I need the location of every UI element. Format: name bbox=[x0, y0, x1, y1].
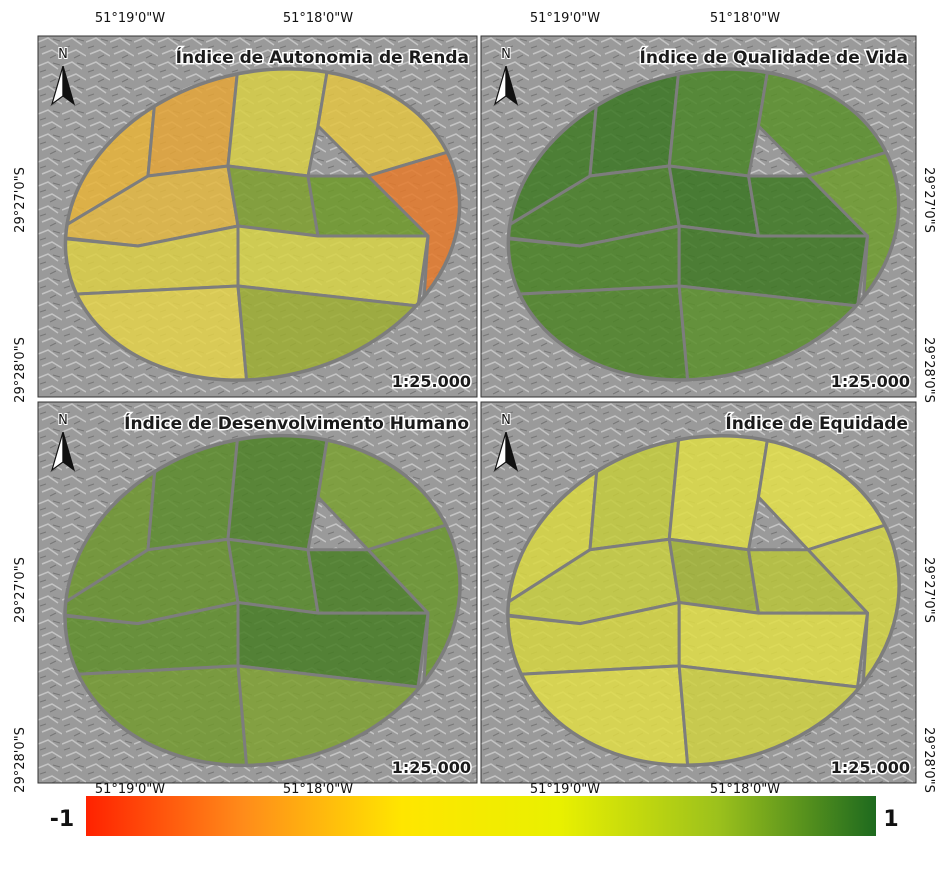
latitude-label: 29°28'0"S bbox=[921, 727, 936, 793]
scale-label: 1:25.000 bbox=[831, 372, 910, 391]
latitude-label: 29°28'0"S bbox=[13, 337, 28, 403]
north-label: N bbox=[58, 413, 68, 428]
longitude-label: 51°19'0"W bbox=[95, 782, 165, 797]
longitude-label: 51°19'0"W bbox=[95, 11, 165, 26]
panel-title: Índice de Desenvolvimento Humano bbox=[124, 412, 469, 434]
longitude-label: 51°18'0"W bbox=[283, 782, 353, 797]
scale-label: 1:25.000 bbox=[831, 758, 910, 777]
longitude-label: 51°19'0"W bbox=[530, 11, 600, 26]
longitude-label: 51°18'0"W bbox=[283, 11, 353, 26]
latitude-label: 29°27'0"S bbox=[921, 167, 936, 233]
colorbar-max-label: 1 bbox=[883, 807, 898, 832]
colorbar bbox=[86, 796, 876, 836]
panel-title: Índice de Qualidade de Vida bbox=[640, 46, 908, 68]
map-panel: Índice de Equidade N 1:25.000 bbox=[473, 395, 935, 806]
map-panel: Índice de Qualidade de Vida N 1:25.000 bbox=[475, 29, 932, 420]
figure: Índice de Autonomia de RendaN1:25.000Índ… bbox=[0, 0, 945, 888]
latitude-label: 29°27'0"S bbox=[13, 167, 28, 233]
latitude-label: 29°27'0"S bbox=[921, 557, 936, 623]
longitude-label: 51°18'0"W bbox=[710, 782, 780, 797]
panel-title: Índice de Equidade bbox=[725, 412, 908, 434]
map-panel: Índice de Autonomia de Renda N 1:25.000 bbox=[32, 28, 493, 420]
north-label: N bbox=[501, 47, 511, 62]
scale-label: 1:25.000 bbox=[392, 372, 471, 391]
latitude-label: 29°27'0"S bbox=[13, 557, 28, 623]
latitude-label: 29°28'0"S bbox=[921, 337, 936, 403]
latitude-label: 29°28'0"S bbox=[13, 727, 28, 793]
map-panel: Índice de Desenvolvimento Humano N 1:25.00… bbox=[30, 395, 496, 807]
scale-label: 1:25.000 bbox=[392, 758, 471, 777]
longitude-label: 51°19'0"W bbox=[530, 782, 600, 797]
north-label: N bbox=[58, 47, 68, 62]
longitude-label: 51°18'0"W bbox=[710, 11, 780, 26]
north-label: N bbox=[501, 413, 511, 428]
panel-title: Índice de Autonomia de Renda bbox=[176, 46, 469, 68]
colorbar-min-label: -1 bbox=[50, 807, 74, 832]
